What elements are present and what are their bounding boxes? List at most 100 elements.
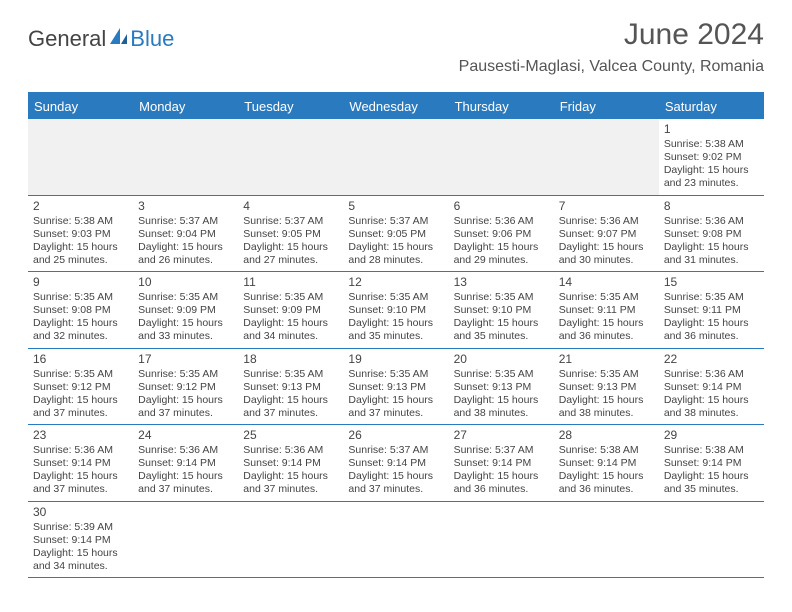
day-number: 26 [348,428,443,443]
sunset-text: Sunset: 9:14 PM [664,457,759,470]
day-number: 9 [33,275,128,290]
daylight-text: Daylight: 15 hours and 34 minutes. [243,317,338,343]
calendar-cell: 14Sunrise: 5:35 AMSunset: 9:11 PMDayligh… [554,272,659,348]
day-number: 2 [33,199,128,214]
sunset-text: Sunset: 9:14 PM [348,457,443,470]
sunrise-text: Sunrise: 5:36 AM [664,368,759,381]
week-row: 2Sunrise: 5:38 AMSunset: 9:03 PMDaylight… [28,196,764,273]
calendar-cell [343,502,448,578]
calendar-cell: 30Sunrise: 5:39 AMSunset: 9:14 PMDayligh… [28,502,133,578]
calendar-cell: 17Sunrise: 5:35 AMSunset: 9:12 PMDayligh… [133,349,238,425]
calendar-cell [554,119,659,195]
calendar-cell: 18Sunrise: 5:35 AMSunset: 9:13 PMDayligh… [238,349,343,425]
daylight-text: Daylight: 15 hours and 29 minutes. [454,241,549,267]
calendar-cell: 28Sunrise: 5:38 AMSunset: 9:14 PMDayligh… [554,425,659,501]
daylight-text: Daylight: 15 hours and 36 minutes. [559,317,654,343]
calendar-cell: 3Sunrise: 5:37 AMSunset: 9:04 PMDaylight… [133,196,238,272]
day-of-week-header: Tuesday [238,94,343,119]
sunset-text: Sunset: 9:05 PM [243,228,338,241]
sunrise-text: Sunrise: 5:36 AM [664,215,759,228]
sunset-text: Sunset: 9:12 PM [33,381,128,394]
logo-sail-icon [108,26,128,52]
sunset-text: Sunset: 9:08 PM [33,304,128,317]
calendar-cell: 7Sunrise: 5:36 AMSunset: 9:07 PMDaylight… [554,196,659,272]
daylight-text: Daylight: 15 hours and 37 minutes. [33,470,128,496]
sunrise-text: Sunrise: 5:36 AM [138,444,233,457]
day-number: 14 [559,275,654,290]
month-title: June 2024 [459,18,764,52]
sunset-text: Sunset: 9:14 PM [243,457,338,470]
day-number: 1 [664,122,759,137]
day-number: 30 [33,505,128,520]
sunset-text: Sunset: 9:12 PM [138,381,233,394]
calendar-cell [659,502,764,578]
daylight-text: Daylight: 15 hours and 32 minutes. [33,317,128,343]
day-number: 7 [559,199,654,214]
daylight-text: Daylight: 15 hours and 25 minutes. [33,241,128,267]
sunrise-text: Sunrise: 5:35 AM [348,291,443,304]
day-number: 25 [243,428,338,443]
calendar-cell: 11Sunrise: 5:35 AMSunset: 9:09 PMDayligh… [238,272,343,348]
week-row: 9Sunrise: 5:35 AMSunset: 9:08 PMDaylight… [28,272,764,349]
day-number: 16 [33,352,128,367]
sunset-text: Sunset: 9:14 PM [138,457,233,470]
sunset-text: Sunset: 9:14 PM [559,457,654,470]
day-number: 22 [664,352,759,367]
day-number: 29 [664,428,759,443]
calendar-cell: 4Sunrise: 5:37 AMSunset: 9:05 PMDaylight… [238,196,343,272]
day-number: 28 [559,428,654,443]
calendar: SundayMondayTuesdayWednesdayThursdayFrid… [28,92,764,578]
sunset-text: Sunset: 9:10 PM [348,304,443,317]
calendar-cell: 22Sunrise: 5:36 AMSunset: 9:14 PMDayligh… [659,349,764,425]
daylight-text: Daylight: 15 hours and 36 minutes. [664,317,759,343]
sunrise-text: Sunrise: 5:36 AM [454,215,549,228]
calendar-cell [343,119,448,195]
sunset-text: Sunset: 9:13 PM [454,381,549,394]
sunrise-text: Sunrise: 5:35 AM [33,368,128,381]
sunrise-text: Sunrise: 5:37 AM [454,444,549,457]
calendar-cell: 5Sunrise: 5:37 AMSunset: 9:05 PMDaylight… [343,196,448,272]
sunrise-text: Sunrise: 5:35 AM [348,368,443,381]
day-of-week-header: Monday [133,94,238,119]
sunrise-text: Sunrise: 5:36 AM [559,215,654,228]
day-number: 27 [454,428,549,443]
week-row: 1Sunrise: 5:38 AMSunset: 9:02 PMDaylight… [28,119,764,196]
sunrise-text: Sunrise: 5:38 AM [664,138,759,151]
sunset-text: Sunset: 9:10 PM [454,304,549,317]
daylight-text: Daylight: 15 hours and 36 minutes. [454,470,549,496]
calendar-cell: 13Sunrise: 5:35 AMSunset: 9:10 PMDayligh… [449,272,554,348]
logo: General Blue [28,26,174,52]
daylight-text: Daylight: 15 hours and 27 minutes. [243,241,338,267]
calendar-cell: 15Sunrise: 5:35 AMSunset: 9:11 PMDayligh… [659,272,764,348]
calendar-cell: 2Sunrise: 5:38 AMSunset: 9:03 PMDaylight… [28,196,133,272]
day-number: 13 [454,275,549,290]
calendar-cell: 29Sunrise: 5:38 AMSunset: 9:14 PMDayligh… [659,425,764,501]
day-of-week-header: Friday [554,94,659,119]
sunset-text: Sunset: 9:11 PM [664,304,759,317]
daylight-text: Daylight: 15 hours and 31 minutes. [664,241,759,267]
day-of-week-header: Sunday [28,94,133,119]
day-number: 11 [243,275,338,290]
calendar-cell [133,502,238,578]
sunset-text: Sunset: 9:04 PM [138,228,233,241]
sunrise-text: Sunrise: 5:37 AM [348,444,443,457]
day-of-week-header: Wednesday [343,94,448,119]
week-row: 16Sunrise: 5:35 AMSunset: 9:12 PMDayligh… [28,349,764,426]
daylight-text: Daylight: 15 hours and 37 minutes. [33,394,128,420]
daylight-text: Daylight: 15 hours and 23 minutes. [664,164,759,190]
sunset-text: Sunset: 9:08 PM [664,228,759,241]
day-number: 20 [454,352,549,367]
sunset-text: Sunset: 9:14 PM [664,381,759,394]
sunrise-text: Sunrise: 5:35 AM [664,291,759,304]
day-number: 24 [138,428,233,443]
calendar-cell: 19Sunrise: 5:35 AMSunset: 9:13 PMDayligh… [343,349,448,425]
sunset-text: Sunset: 9:13 PM [348,381,443,394]
daylight-text: Daylight: 15 hours and 38 minutes. [454,394,549,420]
daylight-text: Daylight: 15 hours and 34 minutes. [33,547,128,573]
logo-text-general: General [28,26,106,52]
sunrise-text: Sunrise: 5:39 AM [33,521,128,534]
calendar-cell: 10Sunrise: 5:35 AMSunset: 9:09 PMDayligh… [133,272,238,348]
calendar-cell: 21Sunrise: 5:35 AMSunset: 9:13 PMDayligh… [554,349,659,425]
calendar-cell: 26Sunrise: 5:37 AMSunset: 9:14 PMDayligh… [343,425,448,501]
daylight-text: Daylight: 15 hours and 37 minutes. [243,470,338,496]
